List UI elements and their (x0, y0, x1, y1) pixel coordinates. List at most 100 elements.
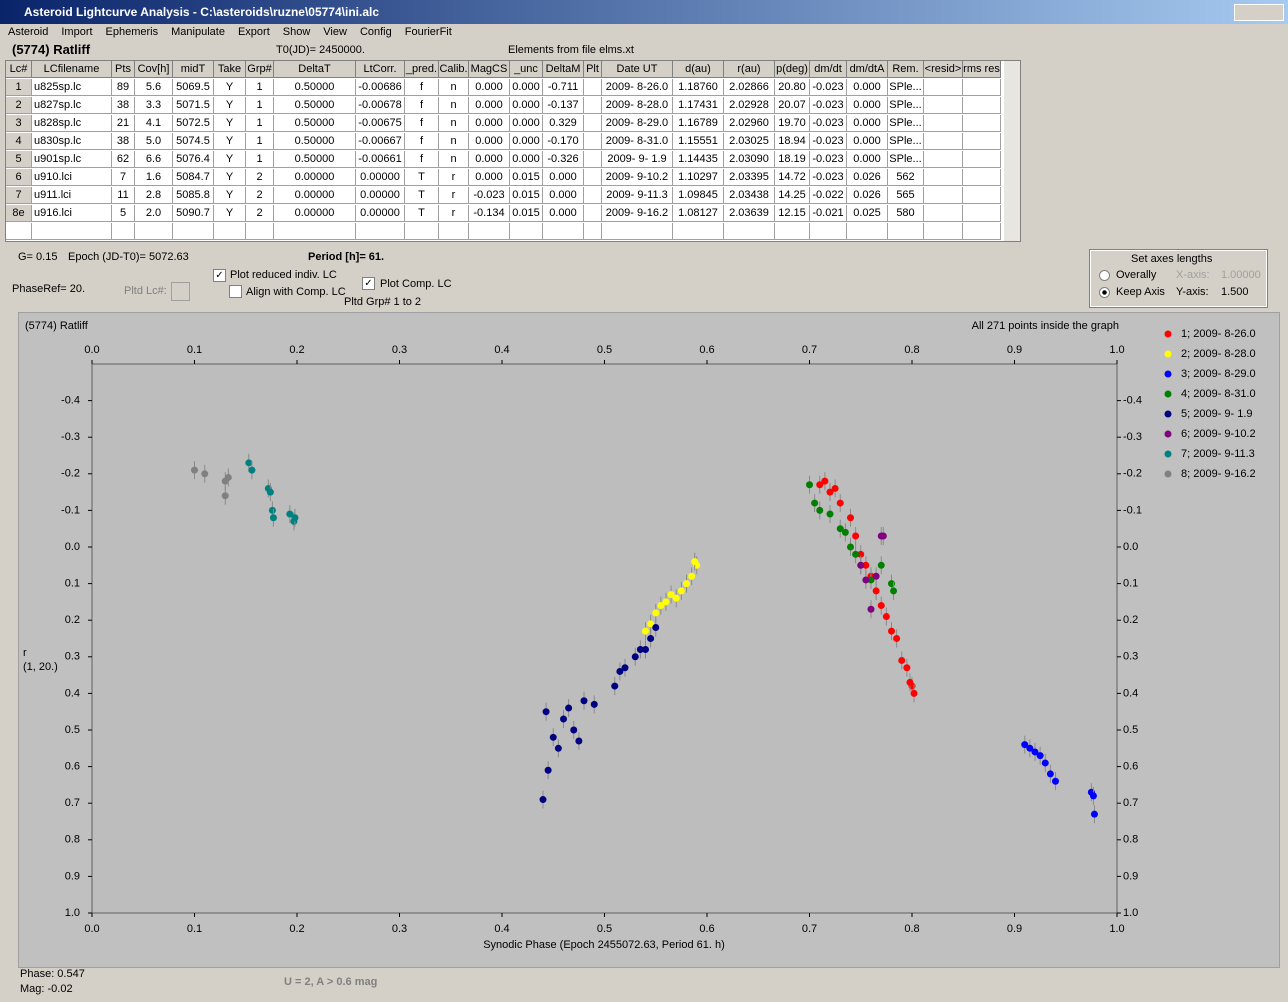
table-cell[interactable]: 5084.7 (173, 169, 214, 186)
table-cell[interactable]: 4.1 (135, 115, 173, 132)
table-cell[interactable]: 20.07 (775, 97, 810, 114)
table-cell[interactable]: 0.50000 (274, 115, 356, 132)
table-cell[interactable]: 0.025 (847, 205, 888, 222)
checkbox[interactable]: ✓ (362, 277, 375, 290)
table-cell[interactable]: r (439, 205, 469, 222)
table-cell[interactable]: -0.00661 (356, 151, 405, 168)
table-cell[interactable] (888, 223, 924, 240)
table-cell[interactable]: SPle... (888, 133, 924, 150)
table-cell[interactable]: 2.03025 (724, 133, 775, 150)
table-cell[interactable]: 2.02960 (724, 115, 775, 132)
table-cell[interactable]: Y (214, 115, 246, 132)
table-cell[interactable]: -0.023 (810, 97, 847, 114)
spinner[interactable] (171, 282, 190, 301)
table-cell[interactable] (584, 223, 602, 240)
table-cell[interactable] (963, 79, 1001, 96)
table-cell[interactable]: -0.023 (810, 133, 847, 150)
table-cell[interactable]: f (405, 133, 439, 150)
table-cell[interactable]: 2009- 8-28.0 (602, 97, 673, 114)
table-cell[interactable]: 1 (246, 151, 274, 168)
table-cell[interactable]: 2009- 8-26.0 (602, 79, 673, 96)
table-cell[interactable]: r (439, 169, 469, 186)
table-cell[interactable]: Y (214, 97, 246, 114)
lc-table[interactable]: Lc# LCfilename Pts Cov[h] midT Take Grp# DeltaT… (5, 60, 1021, 242)
table-cell[interactable]: 11 (112, 187, 135, 204)
table-cell[interactable]: 1 (246, 97, 274, 114)
menu-item[interactable]: Config (359, 26, 392, 38)
menu-item[interactable]: Import (61, 26, 93, 38)
table-cell[interactable]: 2.03639 (724, 205, 775, 222)
table-cell[interactable]: 565 (888, 187, 924, 204)
table-cell[interactable]: 0.000 (847, 151, 888, 168)
table-cell[interactable]: 2.0 (135, 205, 173, 222)
table-cell[interactable]: 5090.7 (173, 205, 214, 222)
table-cell[interactable] (963, 187, 1001, 204)
table-cell[interactable]: -0.021 (810, 205, 847, 222)
table-cell[interactable]: 5 (6, 151, 32, 168)
table-cell[interactable]: 0.50000 (274, 97, 356, 114)
table-cell[interactable] (246, 223, 274, 240)
table-cell[interactable]: u901sp.lc (32, 151, 112, 168)
table-cell[interactable]: 0.50000 (274, 79, 356, 96)
table-cell[interactable]: 5085.8 (173, 187, 214, 204)
table-cell[interactable] (112, 223, 135, 240)
table-cell[interactable]: Y (214, 151, 246, 168)
table-cell[interactable]: 2.02866 (724, 79, 775, 96)
table-cell[interactable] (924, 223, 963, 240)
table-cell[interactable]: 0.50000 (274, 151, 356, 168)
table-cell[interactable] (847, 223, 888, 240)
table-cell[interactable]: 0.000 (543, 205, 584, 222)
table-cell[interactable]: 0.000 (543, 169, 584, 186)
table-cell[interactable]: 5.0 (135, 133, 173, 150)
table-cell[interactable]: 20.80 (775, 79, 810, 96)
table-cell[interactable]: -0.023 (810, 151, 847, 168)
table-cell[interactable]: 0.015 (510, 169, 543, 186)
table-cell[interactable]: 0.000 (469, 79, 510, 96)
table-cell[interactable]: 5074.5 (173, 133, 214, 150)
table-cell[interactable] (584, 151, 602, 168)
table-cell[interactable]: SPle... (888, 97, 924, 114)
table-cell[interactable]: 19.70 (775, 115, 810, 132)
table-cell[interactable]: 2.03438 (724, 187, 775, 204)
table-cell[interactable]: Y (214, 79, 246, 96)
checkbox[interactable]: ✓ (213, 269, 226, 282)
table-cell[interactable]: -0.137 (543, 97, 584, 114)
table-cell[interactable]: 0.000 (469, 97, 510, 114)
table-cell[interactable]: Y (214, 187, 246, 204)
table-cell[interactable] (963, 223, 1001, 240)
table-cell[interactable] (584, 169, 602, 186)
table-cell[interactable] (543, 223, 584, 240)
table-cell[interactable]: -0.022 (810, 187, 847, 204)
table-cell[interactable]: 6 (6, 169, 32, 186)
table-cell[interactable] (510, 223, 543, 240)
table-cell[interactable]: 6.6 (135, 151, 173, 168)
table-cell[interactable]: 0.000 (510, 115, 543, 132)
table-cell[interactable]: 18.94 (775, 133, 810, 150)
table-cell[interactable]: 7 (6, 187, 32, 204)
menu-item[interactable]: View (323, 26, 347, 38)
table-cell[interactable]: 0.000 (847, 115, 888, 132)
table-cell[interactable]: u827sp.lc (32, 97, 112, 114)
table-cell[interactable]: -0.023 (469, 187, 510, 204)
table-cell[interactable]: 562 (888, 169, 924, 186)
table-cell[interactable]: 2.03395 (724, 169, 775, 186)
scrollbar[interactable] (1004, 61, 1020, 241)
table-cell[interactable]: u916.lci (32, 205, 112, 222)
table-cell[interactable]: 4 (6, 133, 32, 150)
table-cell[interactable]: 5071.5 (173, 97, 214, 114)
table-cell[interactable]: 2009- 9-11.3 (602, 187, 673, 204)
table-cell[interactable]: 14.25 (775, 187, 810, 204)
table-cell[interactable] (405, 223, 439, 240)
table-cell[interactable]: 2.8 (135, 187, 173, 204)
table-cell[interactable]: 1 (246, 133, 274, 150)
table-cell[interactable]: 1.09845 (673, 187, 724, 204)
table-cell[interactable] (274, 223, 356, 240)
table-cell[interactable] (673, 223, 724, 240)
table-cell[interactable]: f (405, 115, 439, 132)
table-cell[interactable] (775, 223, 810, 240)
menu-item[interactable]: Export (237, 26, 270, 38)
table-cell[interactable]: 3 (6, 115, 32, 132)
table-cell[interactable]: 5 (112, 205, 135, 222)
table-cell[interactable] (356, 223, 405, 240)
table-cell[interactable]: u911.lci (32, 187, 112, 204)
